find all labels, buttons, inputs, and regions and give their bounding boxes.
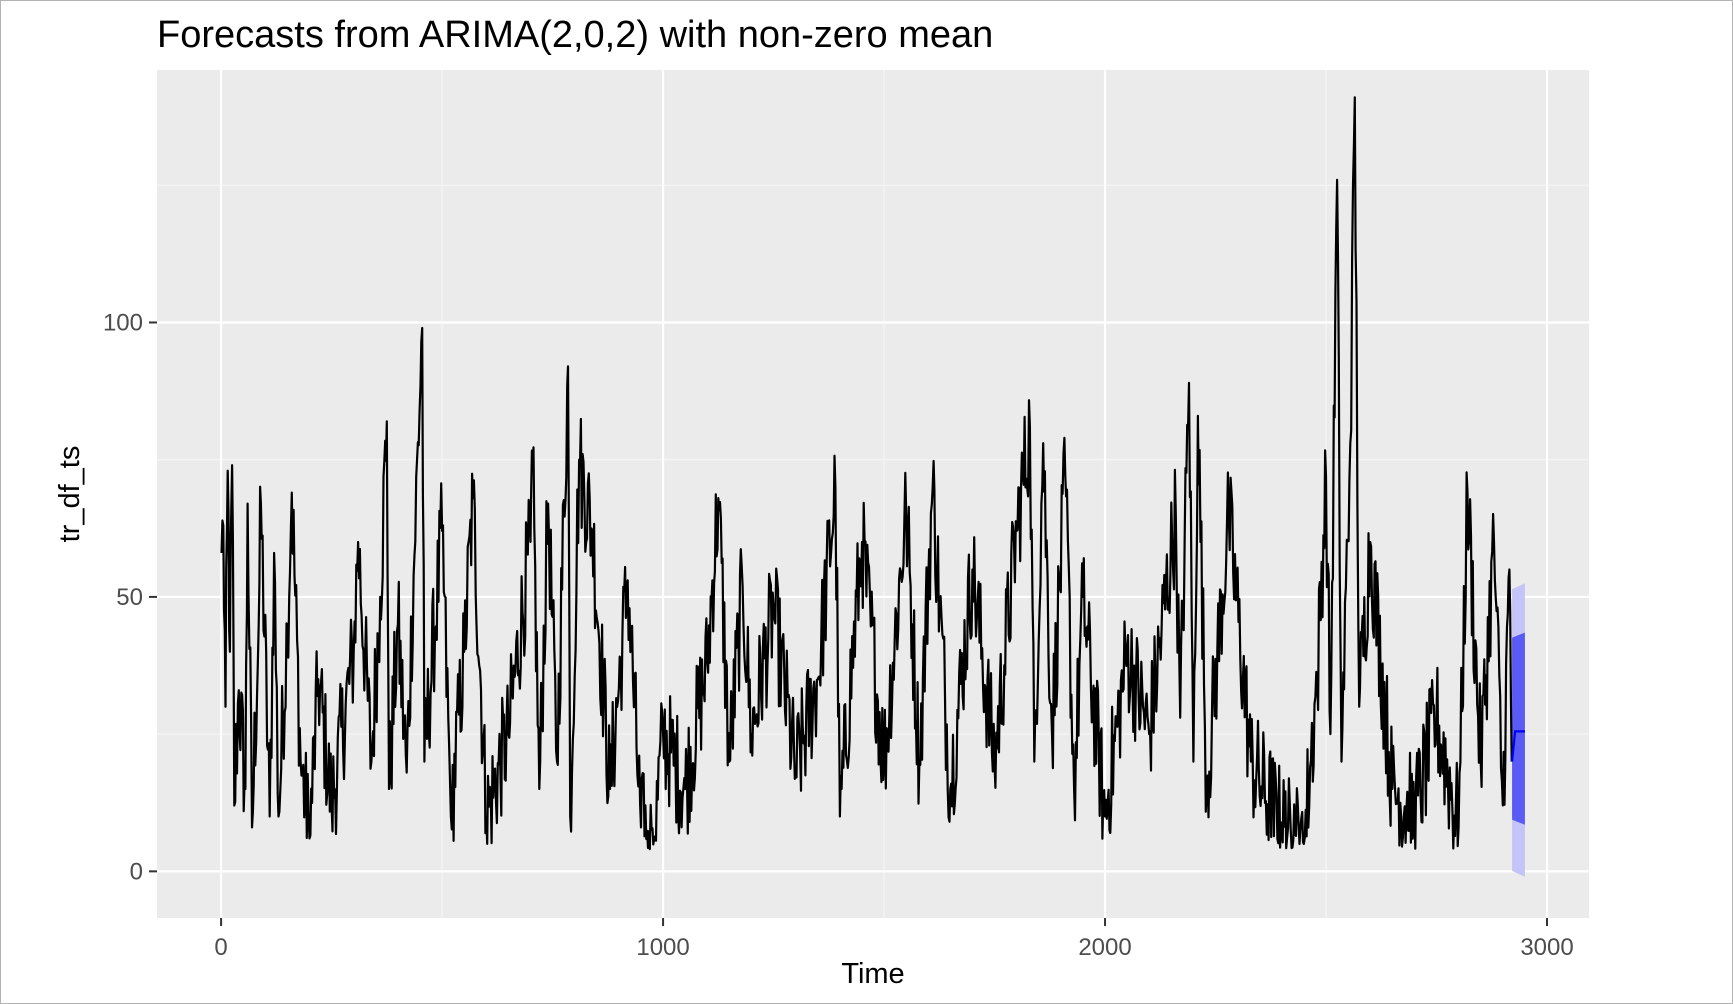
x-tick-label: 2000 xyxy=(1078,934,1131,961)
historical-series-line xyxy=(220,96,1513,851)
plot-panel xyxy=(157,70,1589,918)
major-gridlines xyxy=(157,70,1589,918)
chart-title: Forecasts from ARIMA(2,0,2) with non-zer… xyxy=(157,14,993,56)
x-axis-title: Time xyxy=(841,958,904,990)
y-axis-title: tr_df_ts xyxy=(54,446,86,543)
y-tick-label: 0 xyxy=(130,858,143,885)
y-tick-label: 100 xyxy=(103,309,143,336)
y-axis: 0 50 100 xyxy=(103,309,157,885)
x-tick-label: 0 xyxy=(214,934,227,961)
x-tick-label: 1000 xyxy=(636,934,689,961)
x-tick-label: 3000 xyxy=(1520,934,1573,961)
y-tick-label: 50 xyxy=(116,584,143,611)
x-axis: 0 1000 2000 3000 xyxy=(214,918,1574,961)
forecast-intervals xyxy=(1512,583,1525,877)
forecast-interval-80 xyxy=(1512,632,1525,825)
forecast-line xyxy=(1511,730,1525,762)
